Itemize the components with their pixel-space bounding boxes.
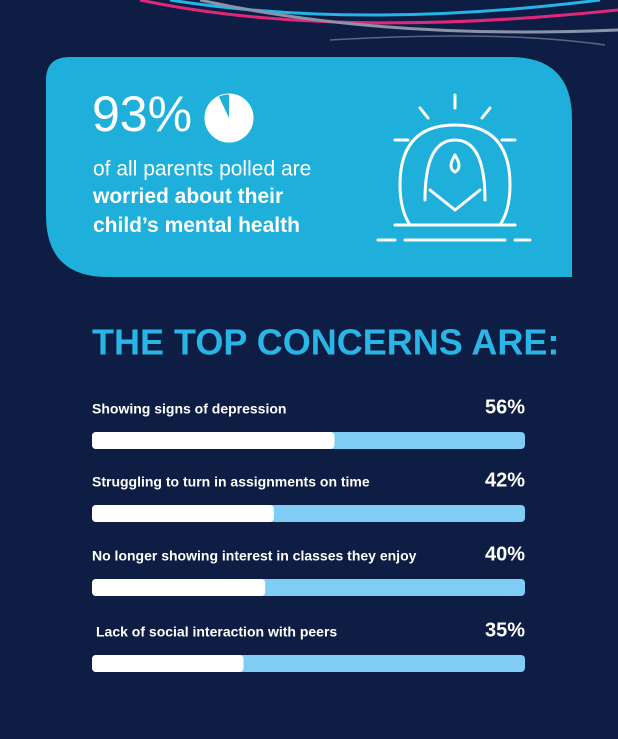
concern-value: 42% (485, 469, 525, 491)
concern-value: 35% (485, 619, 525, 641)
highlight-emphasis: worried about their child’s mental healt… (93, 185, 300, 237)
pie-icon (204, 93, 254, 143)
worried-icon (376, 93, 532, 242)
concern-label: No longer showing interest in classes th… (92, 548, 417, 564)
concern-value: 56% (485, 396, 525, 418)
pie-slice (205, 94, 253, 142)
concern-label: Struggling to turn in assignments on tim… (92, 474, 370, 490)
bar (92, 655, 244, 672)
bar (92, 505, 274, 522)
highlight-value: 93% (92, 86, 192, 142)
concern-value: 40% (485, 543, 525, 565)
decorative-curves (139, 0, 618, 46)
bar (92, 579, 266, 596)
bar (92, 432, 335, 449)
highlight-card (46, 57, 572, 277)
section-title: THE TOP CONCERNS ARE: (92, 322, 559, 363)
concern-list: Showing signs of depression 56% Struggling… (92, 396, 525, 672)
highlight-text: of all parents polled are (93, 158, 311, 181)
concern-label: Lack of social interaction with peers (96, 624, 337, 640)
concern-label: Showing signs of depression (92, 401, 286, 417)
